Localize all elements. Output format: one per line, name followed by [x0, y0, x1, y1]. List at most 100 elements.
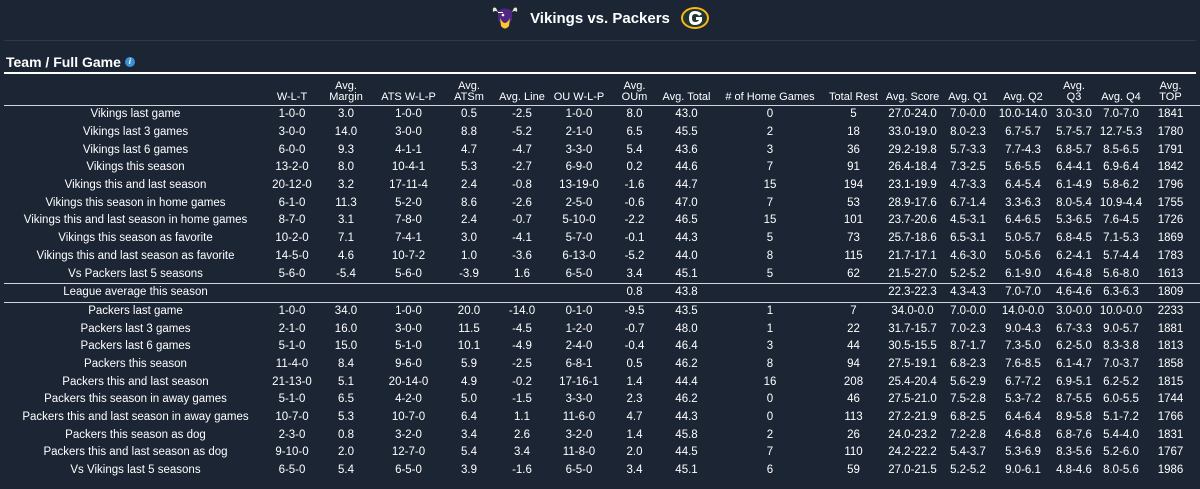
- table-cell: 7-4-1: [395, 232, 422, 245]
- table-row: Vikings this and last season as favorite…: [4, 248, 1200, 266]
- table-cell: 5.1: [338, 375, 354, 388]
- table-cell: 4.6-4.6: [1054, 282, 1094, 303]
- table-cell: 27.5-21.0: [888, 393, 937, 406]
- table-row: Packers this season in away games 5-1-0 6.…: [4, 391, 1200, 409]
- table-cell: 0: [766, 411, 774, 424]
- table-row: Vikings last 3 games 3-0-0 14.0 3-0-0 8.8 -5.…: [4, 124, 1200, 142]
- table-cell: -0.2: [512, 375, 532, 388]
- column-header[interactable]: Total Rest: [826, 75, 881, 106]
- column-header[interactable]: Avg. Q3: [1054, 75, 1094, 106]
- table-cell: 15.0: [334, 340, 358, 353]
- table-cell: -5.4: [336, 267, 356, 280]
- column-header[interactable]: Avg. TO: [1193, 75, 1200, 106]
- table-cell: 7.1: [338, 232, 354, 245]
- table-cell: 36: [847, 143, 860, 156]
- column-header[interactable]: Avg. ATSm: [442, 75, 496, 106]
- table-cell: 23.7-20.6: [888, 214, 937, 227]
- table-cell: 6.4-6.4: [1005, 411, 1041, 424]
- table-cell: 1.5-1.3: [1193, 265, 1200, 283]
- table-cell: 3.0-3.0: [1056, 108, 1092, 121]
- table-cell: 27.0-24.0: [888, 108, 937, 121]
- column-header[interactable]: Avg. Total: [659, 75, 714, 106]
- table-cell: 1986: [1157, 464, 1184, 477]
- column-header[interactable]: Avg. Margin: [317, 75, 375, 106]
- table-row: Vikings this season as favorite 10-2-0 7.1…: [4, 230, 1200, 248]
- column-header[interactable]: Avg. Q1: [944, 75, 992, 106]
- column-header[interactable]: Avg. OUm: [610, 75, 659, 106]
- table-cell: 9.3: [338, 143, 354, 156]
- column-header[interactable]: Avg. Q2: [992, 75, 1054, 106]
- table-cell: 22.3-22.3: [881, 282, 944, 303]
- table-cell: 5: [766, 232, 774, 245]
- table-cell: 16.0: [334, 322, 358, 335]
- table-cell: 6.2-5.0: [1056, 340, 1092, 353]
- table-cell: 5.3-6.9: [1005, 446, 1041, 459]
- table-cell: 43.0: [675, 108, 698, 121]
- table-cell: 53: [847, 196, 860, 209]
- table-cell: 0.7-1.7: [1193, 320, 1200, 338]
- table-cell: 5.2-5.2: [950, 267, 986, 280]
- table-cell: 3.0-0.0: [1056, 304, 1092, 317]
- table-cell: 46.5: [675, 214, 698, 227]
- table-cell: 5.3: [461, 161, 477, 174]
- table-cell: 2: [766, 126, 774, 139]
- table-body: Vikings last game 1-0-0 3.0 1-0-0 0.5 -2.5 1-0…: [4, 106, 1200, 480]
- table-cell: 3-0-0: [395, 322, 422, 335]
- table-cell: 1-0-0: [565, 108, 593, 121]
- table-cell: [826, 282, 881, 303]
- table-cell: 7.1-5.3: [1103, 232, 1139, 245]
- table-cell: 1.1-1.9: [1193, 194, 1200, 212]
- column-header[interactable]: Avg. Line: [496, 75, 548, 106]
- table-cell: 8.8: [461, 126, 477, 139]
- table-row: Packers last game 1-0-0 34.0 1-0-0 20.0 -14.0…: [4, 302, 1200, 320]
- table-cell: 1796: [1157, 179, 1184, 192]
- table-cell: 21.7-17.1: [888, 249, 937, 262]
- table-cell: 20.0: [457, 304, 481, 317]
- column-header[interactable]: Avg. TOP: [1148, 75, 1193, 106]
- table-cell: 5.3-6.5: [1056, 214, 1092, 227]
- table-cell: 45.1: [675, 267, 698, 280]
- table-cell: 22: [847, 322, 860, 335]
- column-header[interactable]: Avg. Score: [881, 75, 944, 106]
- table-cell: 20-12-0: [272, 179, 312, 192]
- table-cell: 8.9-5.8: [1056, 411, 1092, 424]
- table-cell: 6.5-3.1: [950, 232, 986, 245]
- table-cell: -0.8: [512, 179, 532, 192]
- table-cell: -2.7: [512, 161, 532, 174]
- table-cell: 1809: [1148, 282, 1193, 303]
- info-icon[interactable]: i: [124, 57, 135, 67]
- table-cell: 59: [847, 464, 860, 477]
- table-cell: 1780: [1157, 126, 1184, 139]
- column-header[interactable]: W-L-T: [267, 75, 317, 106]
- table-cell: 11-6-0: [562, 411, 596, 424]
- table-cell: 5.7-5.7: [1056, 126, 1092, 139]
- column-header[interactable]: OU W-L-P: [548, 75, 610, 106]
- table-cell: 5.4-3.7: [950, 446, 986, 459]
- column-header[interactable]: [4, 75, 267, 106]
- row-label: Packers this and last season in away gam…: [22, 411, 249, 424]
- table-cell: 4.3-4.3: [944, 282, 992, 303]
- table-cell: 2-1-0: [565, 126, 593, 139]
- table-cell: 1842: [1157, 161, 1184, 174]
- table-cell: 6.8-5.7: [1056, 143, 1092, 156]
- table-cell: 9.0-4.3: [1005, 322, 1041, 335]
- table-cell: [317, 282, 375, 303]
- table-cell: 7.3-5.0: [1005, 340, 1041, 353]
- table-cell: -2.6: [512, 196, 532, 209]
- table-cell: 11.5: [458, 322, 480, 335]
- column-header[interactable]: Avg. Q4: [1094, 75, 1148, 106]
- table-cell: 3-2-0: [565, 428, 593, 441]
- table-cell: 48.0: [675, 322, 698, 335]
- row-label: Vs Vikings last 5 seasons: [70, 464, 201, 477]
- column-header[interactable]: # of Home Games: [714, 75, 826, 106]
- table-cell: -1.5: [512, 393, 532, 406]
- table-cell: 5.7-3.3: [950, 143, 986, 156]
- column-header[interactable]: ATS W-L-P: [375, 75, 442, 106]
- table-cell: 44.5: [675, 446, 698, 459]
- table-cell: 21.5-27.0: [888, 267, 937, 280]
- table-cell: 9.0-5.7: [1103, 322, 1139, 335]
- table-cell: 46: [847, 393, 860, 406]
- table-cell: 6.8-4.5: [1056, 232, 1092, 245]
- table-row: Packers this and last season 21-13-0 5.1 20…: [4, 373, 1200, 391]
- table-cell: 0.0-2.0: [1193, 106, 1200, 124]
